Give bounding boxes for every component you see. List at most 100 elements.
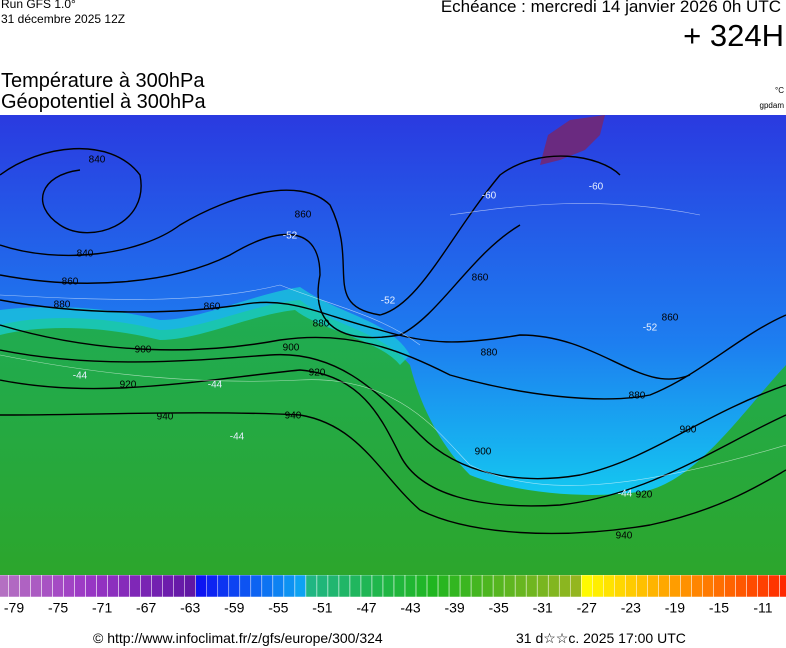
colorbar-swatch [327, 575, 340, 598]
geopotential-label: 920 [636, 490, 653, 501]
colorbar-tick-label: -23 [621, 600, 641, 616]
geopotential-label: 940 [285, 411, 302, 422]
colorbar-swatch [779, 575, 786, 598]
temperature-label: -44 [208, 380, 223, 391]
colorbar-swatch [30, 575, 42, 598]
colorbar-swatch [448, 575, 461, 598]
geopotential-label: 840 [89, 155, 106, 166]
geopotential-label: 880 [313, 319, 330, 330]
colorbar-swatch [360, 575, 373, 598]
colorbar-swatch [558, 575, 571, 598]
temperature-contours [0, 203, 786, 486]
colorbar-swatch [217, 575, 230, 598]
colorbar-swatch [614, 575, 626, 598]
colorbar-swatch [581, 575, 593, 598]
colorbar-swatch [151, 575, 163, 598]
colorbar-swatch [459, 575, 472, 598]
colorbar-tick-label: -79 [4, 600, 24, 616]
colorbar-swatch [647, 575, 659, 598]
colorbar-tick-label: -55 [268, 600, 288, 616]
geopotential-label: 900 [680, 425, 697, 436]
geopotential-label: 940 [616, 531, 633, 542]
colorbar-swatch [437, 575, 450, 598]
cold-region [0, 115, 786, 495]
valid-time: Echéance : mercredi 14 janvier 2026 0h U… [440, 0, 781, 16]
footer-generated: 31 d☆☆c. 2025 17:00 UTC [516, 630, 686, 646]
colorbar-swatch [0, 575, 9, 598]
title-temperature: Température à 300hPa [1, 70, 205, 92]
geopotential-label: 880 [629, 391, 646, 402]
geopotential-contours [0, 148, 786, 535]
geopotential-label: 860 [472, 273, 489, 284]
colorbar-swatch [184, 575, 196, 598]
lead-time: + 324H [683, 18, 784, 53]
colorbar-swatch [404, 575, 417, 598]
colorbar-swatch [525, 575, 538, 598]
colorbar-swatch [746, 575, 758, 598]
colorbar-swatch [129, 575, 141, 598]
run-date: 31 décembre 2025 12Z [1, 12, 126, 26]
geopotential-label: 880 [481, 348, 498, 359]
colorbar-swatch [118, 575, 130, 598]
colorbar-tick-label: -75 [48, 600, 68, 616]
temperature-label: -44 [618, 489, 633, 500]
temperature-label: -44 [73, 371, 88, 382]
colorbar-tick-label: -51 [312, 600, 332, 616]
geopotential-label: 920 [120, 380, 137, 391]
colorbar-tick-label: -67 [136, 600, 156, 616]
geopotential-label: 940 [157, 412, 174, 423]
colorbar-tick-label: -47 [356, 600, 376, 616]
colorbar-swatch [294, 575, 307, 598]
colorbar-swatch [536, 575, 549, 598]
colorbar-tick-label: -71 [92, 600, 112, 616]
colorbar-swatch [338, 575, 351, 598]
geopotential-label: 900 [475, 447, 492, 458]
footer-source: © http://www.infoclimat.fr/z/gfs/europe/… [93, 630, 383, 646]
colorbar-tick-label: -11 [753, 600, 772, 616]
colorbar: -79 -75 -71 -67 -63 -59 -55 -51 -47 -43 -39 -35 -31 -… [0, 575, 786, 616]
colorbar-swatch [140, 575, 152, 598]
geopotential-label: 840 [77, 249, 94, 260]
colorbar-swatch [85, 575, 97, 598]
unit-temperature: °C [775, 86, 784, 95]
colorbar-swatch [371, 575, 384, 598]
colorbar-swatch [470, 575, 483, 598]
colorbar-swatch [669, 575, 681, 598]
colorbar-swatch [569, 575, 582, 598]
colorbar-swatch [52, 575, 64, 598]
title-geopotential: Géopotentiel à 300hPa [1, 91, 206, 113]
colorbar-swatch [96, 575, 108, 598]
colorbar-swatch [206, 575, 219, 598]
colorbar-swatch [768, 575, 780, 598]
colorbar-swatch [636, 575, 648, 598]
colorbar-tick-label: -43 [400, 600, 420, 616]
colorbar-swatch [239, 575, 252, 598]
colorbar-swatch [592, 575, 604, 598]
colorbar-swatch [514, 575, 527, 598]
colorbar-swatch [625, 575, 637, 598]
temperature-label: -60 [482, 191, 497, 202]
map: 840 840 860 880 900 920 940 860 880 900 920 940 860 8… [0, 115, 786, 575]
colorbar-swatch [63, 575, 75, 598]
colorbar-swatch [349, 575, 362, 598]
colorbar-tick-label: -59 [224, 600, 244, 616]
colorbar-tick-label: -35 [489, 600, 509, 616]
geopotential-label: 900 [283, 343, 300, 354]
colorbar-swatch [8, 575, 20, 598]
geopotential-label: 860 [62, 277, 79, 288]
colorbar-swatch [272, 575, 285, 598]
temperature-label: -44 [230, 432, 245, 443]
colorbar-swatch [107, 575, 119, 598]
colorbar-swatch [173, 575, 185, 598]
temperature-label: -52 [381, 296, 396, 307]
colorbar-swatch [492, 575, 505, 598]
colorbar-tick-label: -31 [533, 600, 553, 616]
geopotential-label: 900 [135, 345, 152, 356]
temperature-label: -60 [589, 182, 604, 193]
colorbar-swatch [195, 575, 208, 598]
colorbar-swatch [162, 575, 174, 598]
colorbar-swatch [305, 575, 318, 598]
colorbar-swatch [503, 575, 516, 598]
colorbar-swatch [680, 575, 692, 598]
